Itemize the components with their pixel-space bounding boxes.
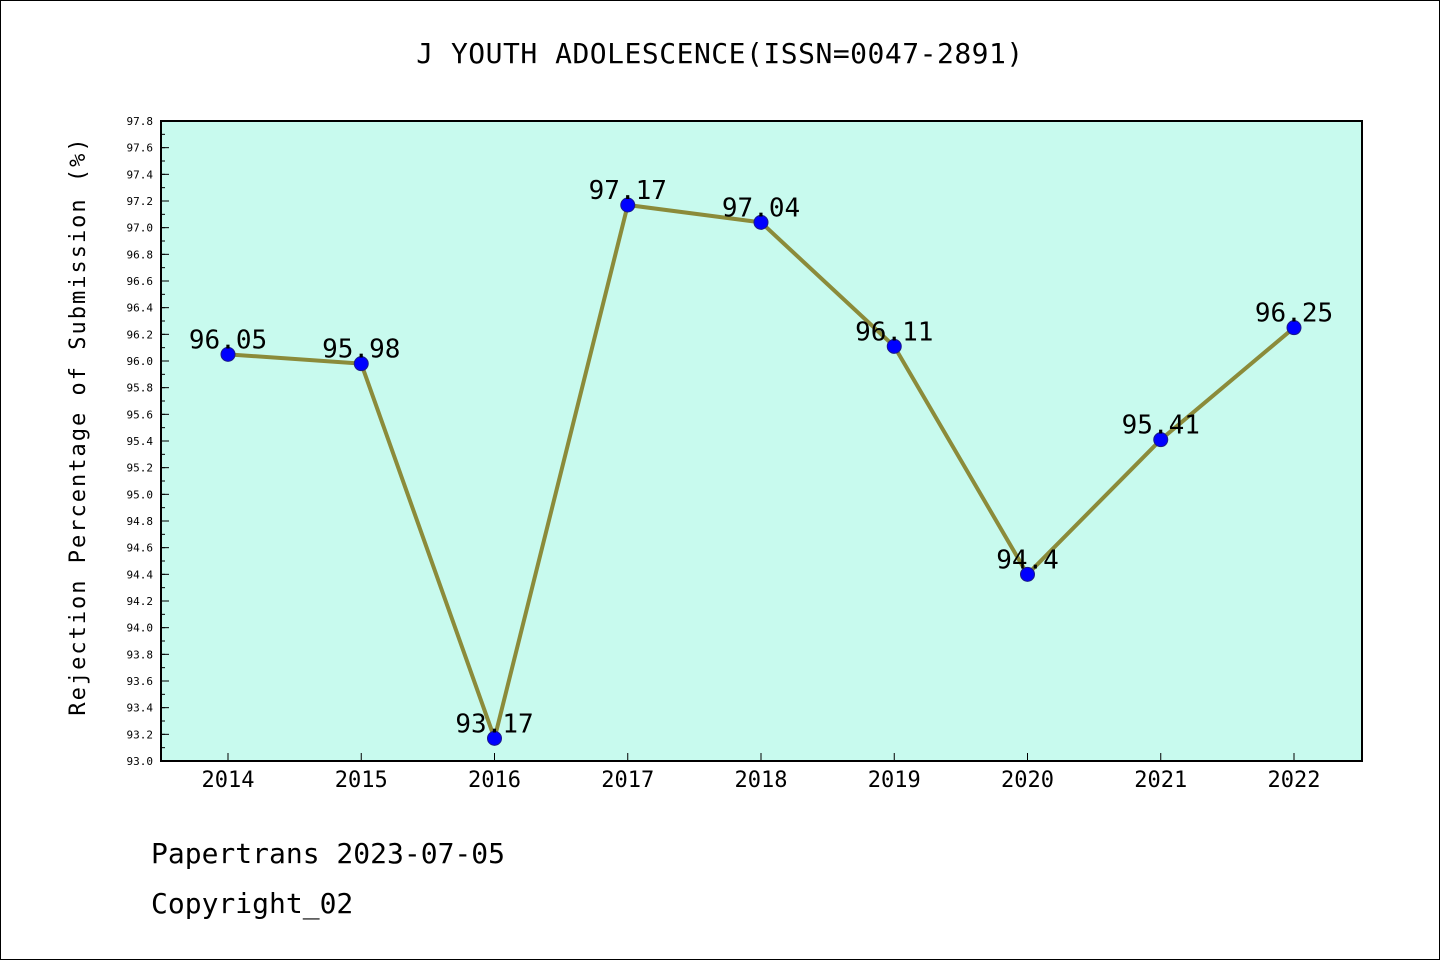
y-tick-label: 97.4 — [127, 168, 154, 181]
y-axis-label: Rejection Percentage of Submission (%) — [66, 136, 91, 715]
data-point-marker — [1153, 432, 1169, 448]
y-tick-label: 97.8 — [127, 115, 154, 128]
y-tick-label: 95.2 — [127, 462, 154, 475]
y-tick-label: 94.6 — [127, 542, 154, 555]
data-point-marker — [1020, 566, 1035, 582]
data-point-label: 96.05 — [189, 325, 267, 355]
y-tick-label: 93.4 — [127, 702, 154, 715]
x-tick-label: 2019 — [868, 768, 921, 793]
y-tick-label: 93.8 — [127, 648, 154, 661]
data-point-label: 97.17 — [589, 176, 667, 206]
data-point-label: 97.04 — [722, 193, 800, 223]
data-point-label: 96.11 — [855, 317, 933, 347]
data-point-label: 93.17 — [455, 709, 533, 739]
y-tick-label: 95.6 — [127, 408, 154, 421]
y-tick-label: 94.4 — [127, 568, 154, 581]
y-tick-label: 97.2 — [127, 195, 154, 208]
data-point-marker — [753, 214, 769, 230]
data-point-marker — [353, 356, 369, 372]
y-tick-label: 96.0 — [127, 355, 154, 368]
y-tick-label: 96.4 — [127, 302, 154, 315]
y-tick-label: 96.8 — [127, 248, 154, 261]
footer-copyright-text: Copyright_02 — [151, 887, 354, 920]
y-tick-label: 94.0 — [127, 622, 154, 635]
data-point-marker — [886, 338, 902, 354]
y-tick-label: 96.6 — [127, 275, 154, 288]
y-tick-label: 95.0 — [127, 488, 154, 501]
data-point-marker — [487, 730, 502, 746]
footer-date-text: Papertrans 2023-07-05 — [151, 837, 506, 870]
y-tick-label: 93.2 — [127, 728, 154, 741]
y-tick-label: 93.6 — [127, 675, 154, 688]
data-point-label: 96.25 — [1255, 299, 1333, 329]
x-tick-label: 2017 — [601, 768, 654, 793]
y-tick-label: 93.0 — [127, 755, 154, 768]
x-tick-label: 2015 — [335, 768, 388, 793]
x-tick-label: 2018 — [735, 768, 788, 793]
plot-area-border — [160, 120, 1363, 762]
y-tick-label: 97.0 — [127, 222, 154, 235]
y-tick-label: 95.4 — [127, 435, 154, 448]
y-tick-label: 95.8 — [127, 382, 154, 395]
data-point-marker — [620, 197, 636, 213]
x-tick-label: 2016 — [468, 768, 521, 793]
x-tick-label: 2020 — [1001, 768, 1054, 793]
y-tick-label: 97.6 — [127, 142, 154, 155]
data-point-label: 95.98 — [322, 335, 400, 365]
data-point-label: 95.41 — [1122, 411, 1200, 441]
x-tick-label: 2022 — [1268, 768, 1321, 793]
y-tick-label: 94.2 — [127, 595, 154, 608]
x-tick-label: 2014 — [202, 768, 255, 793]
data-point-label: 94.4 — [996, 545, 1059, 575]
chart-title: J YOUTH ADOLESCENCE(ISSN=0047-2891) — [416, 37, 1024, 70]
data-point-marker — [220, 346, 236, 362]
y-tick-label: 96.2 — [127, 328, 154, 341]
data-point-marker — [1286, 320, 1302, 336]
x-tick-label: 2021 — [1134, 768, 1187, 793]
y-tick-label: 94.8 — [127, 515, 154, 528]
